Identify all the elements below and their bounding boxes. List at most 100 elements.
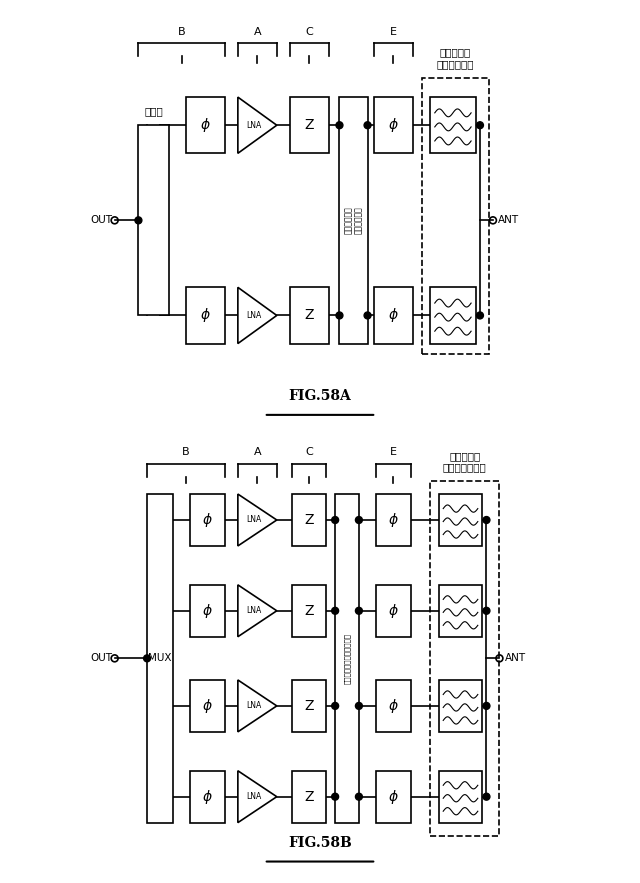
Circle shape xyxy=(143,655,150,661)
Bar xyxy=(376,680,411,732)
Text: $\phi$: $\phi$ xyxy=(200,306,211,324)
Bar xyxy=(376,585,411,637)
Bar xyxy=(292,585,326,637)
Bar xyxy=(292,494,326,546)
Bar xyxy=(290,97,329,154)
Text: Z: Z xyxy=(305,513,314,527)
Circle shape xyxy=(355,793,362,800)
Bar xyxy=(339,97,367,343)
Text: C: C xyxy=(305,26,313,36)
Circle shape xyxy=(483,703,490,709)
Circle shape xyxy=(364,312,371,319)
Bar xyxy=(147,494,173,823)
Text: $\phi$: $\phi$ xyxy=(202,788,213,805)
Text: $\phi$: $\phi$ xyxy=(388,788,399,805)
Bar xyxy=(190,771,225,823)
Polygon shape xyxy=(238,585,276,637)
Text: $\phi$: $\phi$ xyxy=(200,117,211,134)
Text: $\phi$: $\phi$ xyxy=(202,697,213,715)
Text: B: B xyxy=(182,448,190,457)
Bar xyxy=(138,125,169,315)
Circle shape xyxy=(355,608,362,615)
Text: $\phi$: $\phi$ xyxy=(388,117,399,134)
Text: FIG.58A: FIG.58A xyxy=(289,389,351,403)
Circle shape xyxy=(336,122,343,129)
Circle shape xyxy=(483,517,490,524)
Circle shape xyxy=(332,608,339,615)
Bar xyxy=(430,481,499,835)
Bar xyxy=(439,680,482,732)
Text: A: A xyxy=(253,448,261,457)
Circle shape xyxy=(332,517,339,524)
Bar xyxy=(335,494,359,823)
Text: 結合器: 結合器 xyxy=(144,107,163,117)
Text: B: B xyxy=(178,26,186,36)
Bar xyxy=(190,680,225,732)
Polygon shape xyxy=(238,494,276,546)
Text: フィルタ／
ダイプレクサ: フィルタ／ ダイプレクサ xyxy=(436,48,474,69)
Text: OUT: OUT xyxy=(90,215,113,225)
Circle shape xyxy=(135,217,142,223)
Text: ANT: ANT xyxy=(504,653,525,663)
Text: Z: Z xyxy=(305,699,314,713)
Text: $\phi$: $\phi$ xyxy=(388,697,399,715)
Bar xyxy=(292,680,326,732)
Bar xyxy=(290,287,329,343)
Circle shape xyxy=(355,703,362,709)
Bar xyxy=(439,585,482,637)
Text: スイッチングネットワーク: スイッチングネットワーク xyxy=(344,633,350,683)
Circle shape xyxy=(336,312,343,319)
Text: E: E xyxy=(390,26,397,36)
Bar xyxy=(376,494,411,546)
Text: Z: Z xyxy=(305,118,314,132)
Polygon shape xyxy=(238,287,276,343)
Bar xyxy=(376,771,411,823)
Text: LNA: LNA xyxy=(246,607,262,615)
Bar xyxy=(190,585,225,637)
Circle shape xyxy=(483,608,490,615)
Circle shape xyxy=(364,122,371,129)
Text: LNA: LNA xyxy=(246,516,262,525)
Bar xyxy=(374,287,413,343)
Bar xyxy=(430,287,476,343)
Bar xyxy=(186,97,225,154)
Text: LNA: LNA xyxy=(246,701,262,711)
Circle shape xyxy=(483,793,490,800)
Polygon shape xyxy=(238,771,276,823)
Text: C: C xyxy=(305,448,313,457)
Bar xyxy=(292,771,326,823)
Bar xyxy=(430,97,476,154)
Text: $\phi$: $\phi$ xyxy=(388,602,399,620)
Text: FIG.58B: FIG.58B xyxy=(288,835,352,849)
Text: $\phi$: $\phi$ xyxy=(202,602,213,620)
Bar xyxy=(374,97,413,154)
Bar xyxy=(190,494,225,546)
Polygon shape xyxy=(238,680,276,732)
Circle shape xyxy=(477,312,483,319)
Text: A: A xyxy=(253,26,261,36)
Polygon shape xyxy=(238,97,276,154)
Bar xyxy=(186,287,225,343)
Text: LNA: LNA xyxy=(246,792,262,801)
Text: E: E xyxy=(390,448,397,457)
Bar xyxy=(422,78,488,354)
Text: $\phi$: $\phi$ xyxy=(388,511,399,529)
Text: ANT: ANT xyxy=(498,215,519,225)
Circle shape xyxy=(332,703,339,709)
Text: スイッチング
ネットワーク: スイッチング ネットワーク xyxy=(344,207,364,234)
Bar xyxy=(439,494,482,546)
Bar xyxy=(439,771,482,823)
Text: $\phi$: $\phi$ xyxy=(388,306,399,324)
Text: LNA: LNA xyxy=(246,121,262,130)
Circle shape xyxy=(332,793,339,800)
Text: OUT: OUT xyxy=(90,653,113,663)
Text: $\phi$: $\phi$ xyxy=(202,511,213,529)
Text: LNA: LNA xyxy=(246,311,262,320)
Text: フィルタ／
マルチプレクサ: フィルタ／ マルチプレクサ xyxy=(443,451,486,472)
Circle shape xyxy=(355,517,362,524)
Text: MUX: MUX xyxy=(148,653,172,663)
Text: Z: Z xyxy=(305,308,314,322)
Text: Z: Z xyxy=(305,604,314,618)
Circle shape xyxy=(477,122,483,129)
Text: Z: Z xyxy=(305,789,314,804)
